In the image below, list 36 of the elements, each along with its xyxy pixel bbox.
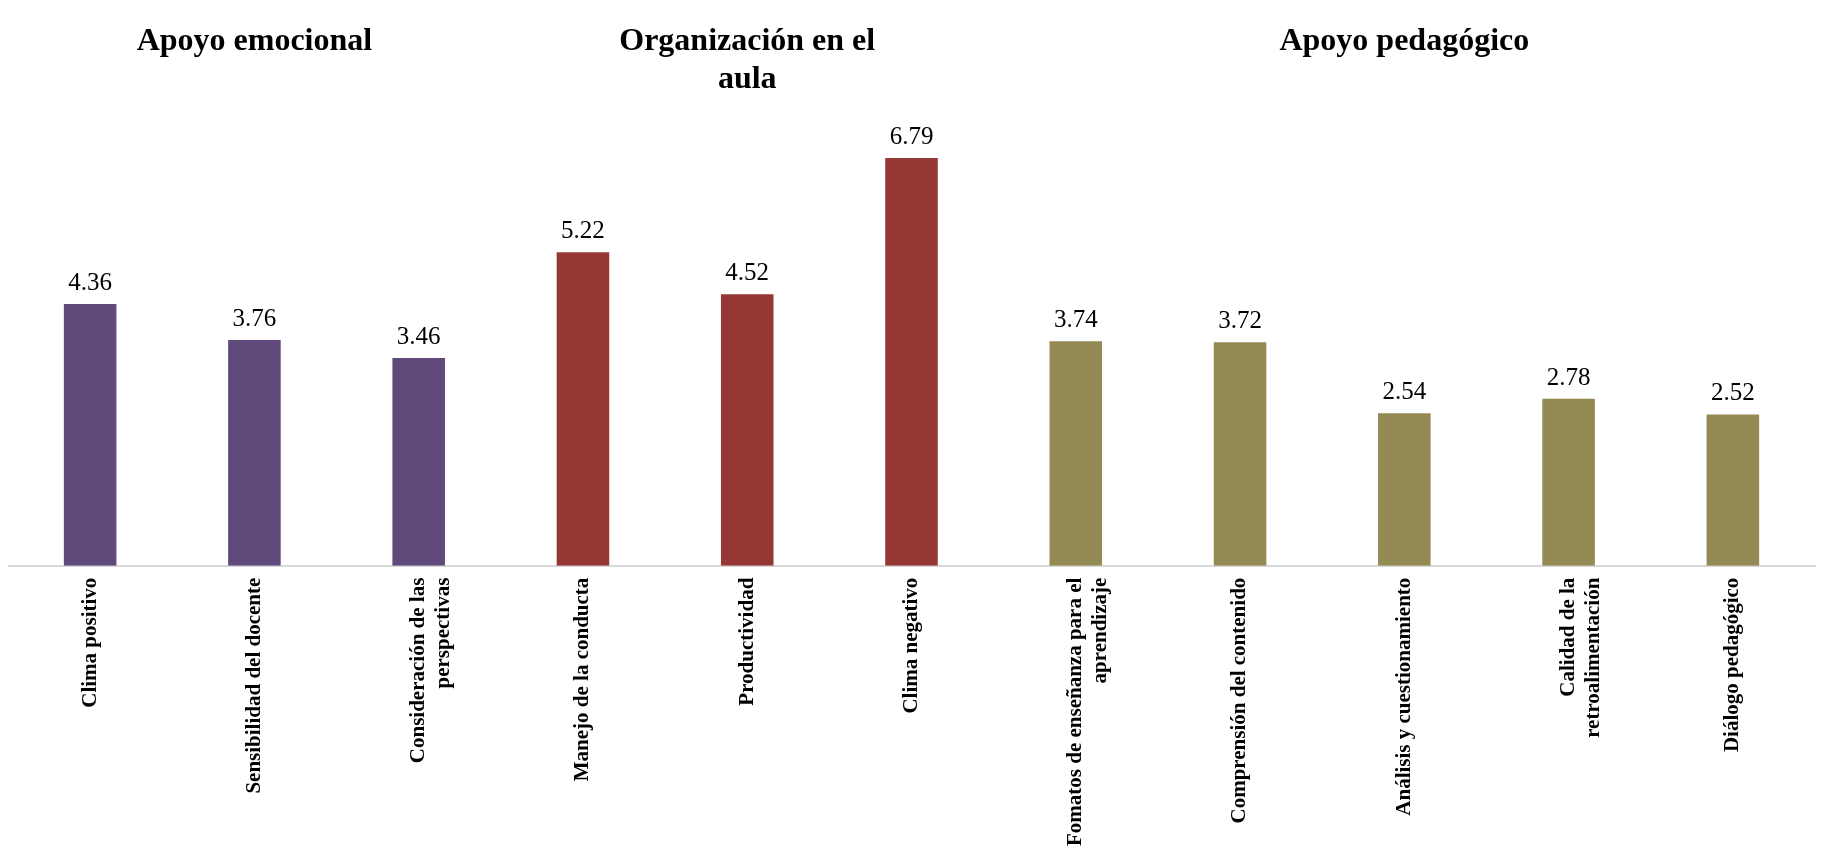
x-tick-label: Manejo de la conducta (569, 577, 594, 782)
data-label: 5.22 (561, 216, 605, 244)
x-tick-label: Clima positivo (76, 577, 101, 708)
data-label: 3.72 (1218, 306, 1262, 334)
x-tick-label: Clima negativo (897, 577, 922, 714)
bar (556, 252, 610, 566)
bar (720, 294, 774, 566)
bar (885, 158, 938, 566)
bar (63, 303, 117, 566)
data-label: 2.52 (1710, 378, 1755, 406)
bar (228, 339, 281, 566)
data-label: 2.78 (1546, 362, 1591, 390)
bar (392, 357, 445, 566)
text: Apoyo emocional (136, 21, 373, 58)
text: Apoyo pedagógico (1279, 21, 1530, 58)
bar (1213, 342, 1267, 566)
x-tick-label: Comprensión del contenido (1226, 577, 1251, 824)
x-tick-label: Análisis y cuestionamiento (1390, 577, 1415, 816)
data-label: 6.79 (889, 122, 934, 150)
data-label: 3.74 (1053, 305, 1099, 333)
x-tick-label: Sensibilidad del docente (240, 577, 265, 794)
data-label: 3.46 (396, 322, 441, 349)
bar (1706, 414, 1760, 566)
data-label: 3.76 (232, 303, 277, 331)
data-label: 4.52 (725, 258, 770, 286)
x-tick-label: Diálogo pedagógico (1719, 577, 1744, 753)
bar (1049, 341, 1103, 566)
bar (1542, 398, 1595, 566)
text: Organización en el aula (619, 21, 876, 96)
x-tick-label: Calidad de la retroalimentación (1555, 577, 1605, 738)
x-tick-label: Consideración de las perspectivas (405, 577, 455, 764)
bar (1378, 413, 1431, 566)
x-tick-label: Productividad (733, 577, 758, 706)
data-label: 2.54 (1382, 377, 1427, 405)
data-label: 4.36 (68, 267, 113, 295)
x-tick-label: Fomatos de enseñanza para el aprendizaje (1062, 577, 1112, 847)
